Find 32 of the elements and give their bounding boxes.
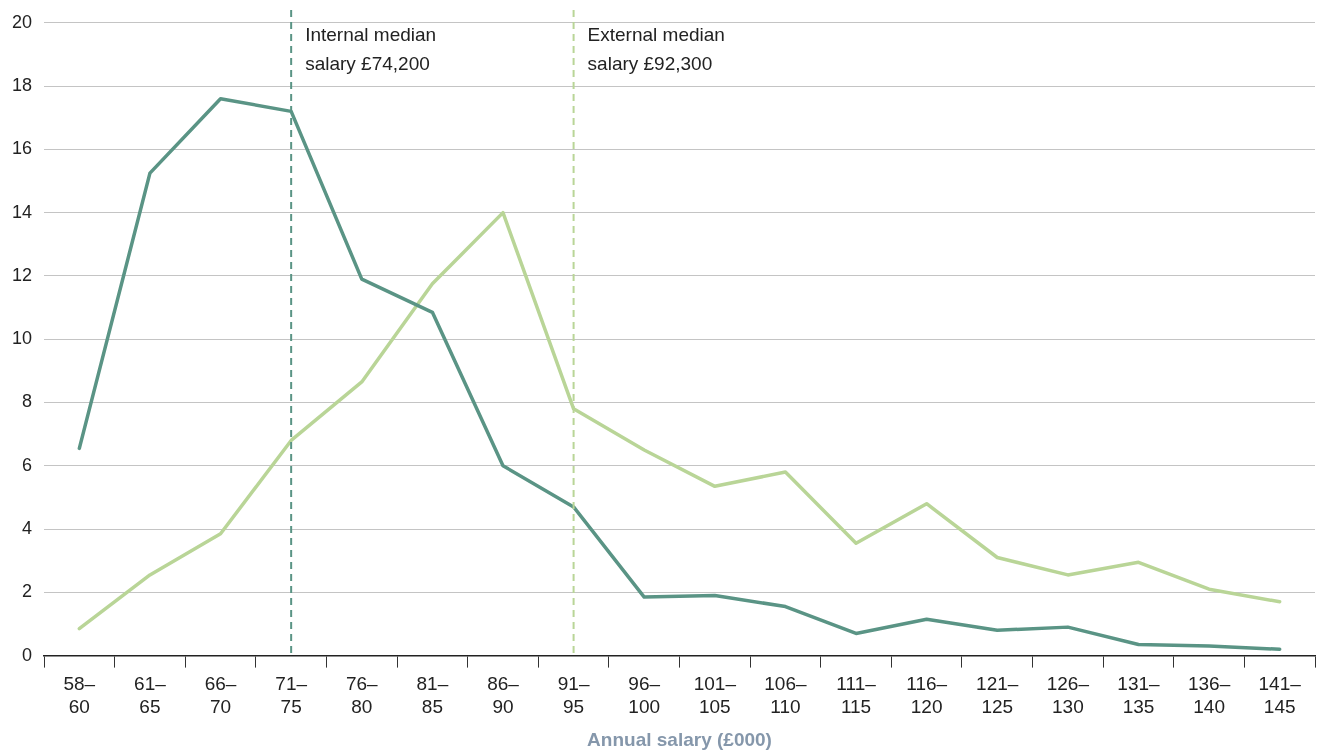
- x-tick-label: 86–90: [487, 673, 520, 718]
- x-tick-label: 96–100: [628, 673, 661, 718]
- x-axis-title: Annual salary (£000): [587, 728, 772, 750]
- y-tick-label: 10: [11, 328, 33, 349]
- y-tick-label: 12: [11, 264, 33, 285]
- x-tick-label: 58–60: [63, 673, 96, 718]
- ref-line-label: Internal median salary £74,200: [305, 23, 437, 74]
- y-tick-label: 6: [22, 454, 33, 475]
- x-tick-label: 101–105: [693, 673, 737, 718]
- x-tick-label: 66–70: [204, 673, 237, 718]
- x-tick-label: 136–140: [1187, 673, 1231, 718]
- x-tick-label: 71–75: [275, 673, 308, 718]
- y-tick-label: 14: [11, 201, 33, 222]
- x-tick-label: 111–115: [836, 673, 877, 718]
- x-tick-label: 116–120: [906, 673, 948, 718]
- x-tick-label: 81–85: [416, 673, 449, 718]
- x-tick-label: 76–80: [345, 673, 379, 718]
- x-tick-label: 121–125: [976, 673, 1019, 718]
- y-tick-label: 2: [22, 581, 33, 602]
- x-tick-label: 106–110: [764, 673, 807, 718]
- x-tick-label: 131–135: [1117, 673, 1161, 718]
- y-tick-label: 18: [11, 75, 33, 96]
- x-tick-label: 126–130: [1046, 673, 1090, 718]
- ref-line-label: External median salary £92,300: [587, 23, 725, 74]
- x-tick-label: 141–145: [1258, 673, 1302, 718]
- y-tick-label: 8: [22, 391, 33, 412]
- x-tick-label: 91–95: [557, 673, 590, 718]
- y-tick-label: 20: [11, 11, 33, 32]
- x-tick-label: 61–65: [134, 673, 167, 718]
- y-tick-label: 0: [22, 644, 33, 665]
- y-tick-label: 4: [22, 518, 33, 539]
- y-tick-label: 16: [11, 138, 33, 159]
